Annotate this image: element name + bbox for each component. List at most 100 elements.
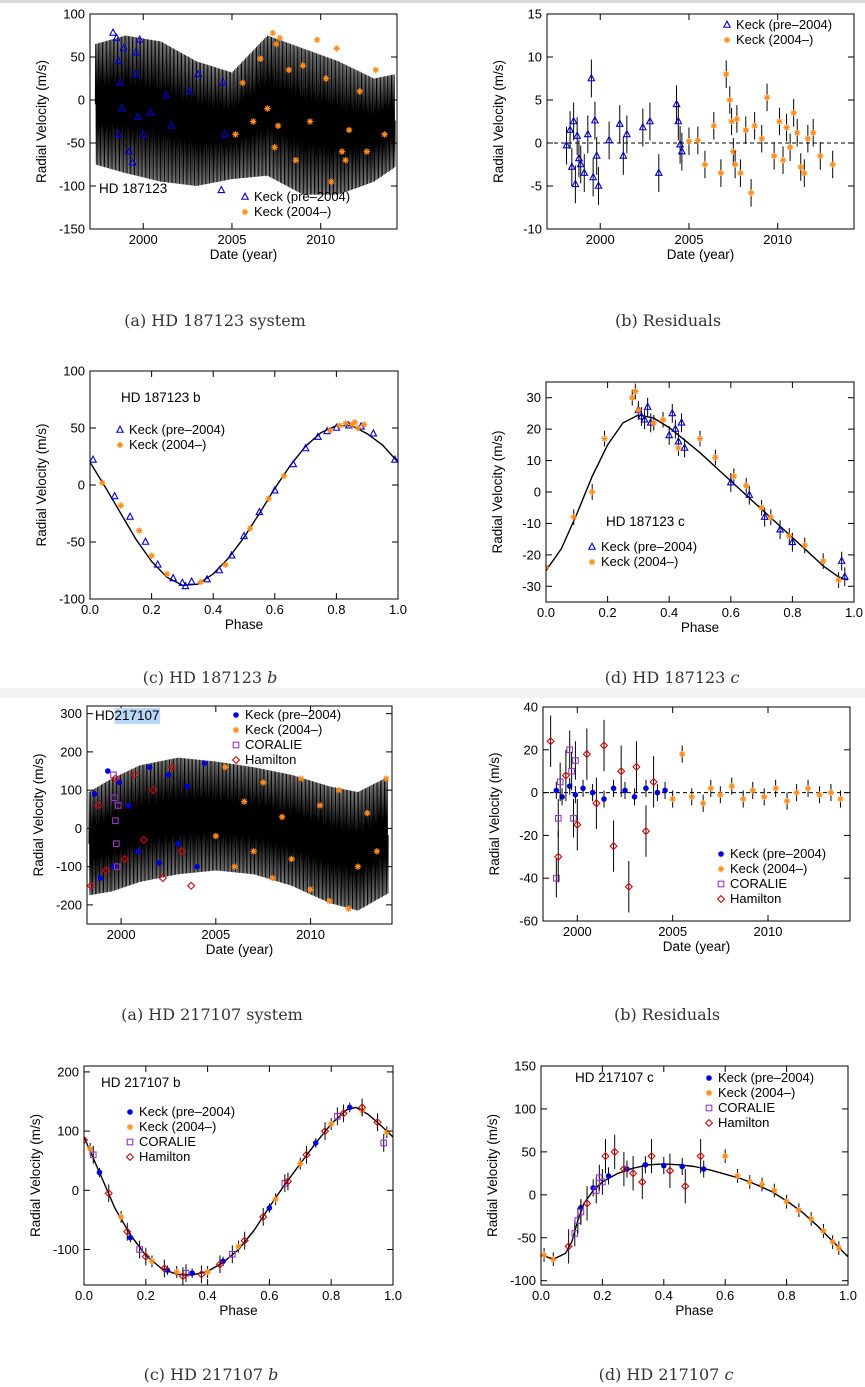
y-tick-label: -40 — [519, 871, 538, 886]
legend-label: Keck (2004–) — [730, 861, 807, 876]
legend-marker — [587, 542, 597, 550]
model-curve — [94, 35, 396, 195]
data-point — [659, 416, 667, 423]
data-point — [89, 1151, 97, 1159]
legend-label: CORALIE — [730, 876, 787, 891]
chart-hd217107-b-phase: 0.0 0.2 0.4 0.6 0.8 1.0 -100 0 100 200 Phase Radial… — [28, 1064, 402, 1318]
legend-marker — [241, 208, 249, 216]
data-point — [114, 56, 123, 65]
x-tick-label: 0.0 — [75, 1288, 93, 1303]
chart-label: HD 187123 — [99, 181, 167, 196]
data-point — [835, 1244, 842, 1252]
data-point — [116, 77, 125, 86]
chart-label: HD 217107 b — [101, 1075, 181, 1090]
legend-label: Hamilton — [139, 1149, 190, 1164]
data-point — [760, 793, 768, 801]
y-tick-label: -100 — [53, 1242, 79, 1257]
data-point — [580, 785, 586, 792]
data-point — [604, 135, 614, 144]
data-point — [117, 103, 127, 112]
data-point — [746, 1178, 753, 1186]
data-point — [139, 129, 148, 138]
data-point — [610, 785, 617, 792]
x-tick-label: 0.8 — [327, 602, 345, 617]
data-point — [675, 444, 682, 452]
data-point — [642, 1161, 649, 1168]
data-point — [665, 1166, 675, 1175]
data-point — [645, 116, 655, 125]
data-point — [130, 770, 139, 780]
y-tick-label: -100 — [59, 592, 85, 607]
data-point — [265, 495, 272, 502]
data-point — [583, 129, 592, 138]
data-point — [820, 1227, 827, 1235]
data-point — [681, 1182, 690, 1191]
data-point — [541, 1251, 548, 1259]
legend-marker — [706, 1075, 712, 1081]
data-point — [564, 1242, 573, 1251]
data-point — [160, 1264, 169, 1273]
data-point — [590, 115, 600, 124]
y-tick-label: -20 — [522, 547, 541, 562]
x-tick-label: 2010 — [754, 924, 783, 939]
y-tick-label: 100 — [63, 364, 85, 379]
data-point — [734, 1172, 741, 1180]
y-tick-label: 20 — [527, 422, 541, 437]
y-tick-label: -150 — [59, 222, 85, 237]
data-point — [631, 794, 638, 800]
y-tick-label: 100 — [514, 1101, 536, 1116]
x-tick-label: 2005 — [218, 232, 247, 247]
x-axis-label: Date (year) — [210, 247, 278, 262]
series-diamond — [546, 715, 658, 913]
data-point — [328, 178, 335, 185]
data-point — [390, 454, 398, 463]
data-point — [345, 905, 352, 912]
data-point — [297, 775, 305, 782]
data-point — [313, 432, 323, 440]
data-point — [356, 88, 363, 95]
data-point — [346, 1104, 353, 1111]
data-point — [569, 116, 578, 125]
data-point — [740, 795, 747, 803]
data-point — [266, 1205, 273, 1211]
legend-label: Keck (pre–2004) — [736, 17, 832, 32]
series-tri — [90, 420, 398, 590]
plot-area — [87, 757, 390, 912]
x-axis-label: Phase — [675, 1303, 713, 1318]
y-tick-label: -5 — [530, 179, 542, 194]
legend-label: Keck (2004–) — [254, 204, 331, 219]
legend-label: Keck (pre–2004) — [730, 846, 826, 861]
data-point — [136, 1246, 143, 1253]
data-point — [111, 774, 120, 783]
y-tick-label: 0 — [75, 821, 82, 836]
legend-label: Keck (pre–2004) — [601, 539, 697, 554]
data-point — [617, 767, 626, 776]
data-point — [283, 1177, 293, 1186]
x-tick-label: 2005 — [201, 927, 230, 942]
data-point — [239, 531, 249, 540]
data-point — [177, 847, 186, 856]
data-point — [665, 430, 674, 439]
data-point — [629, 394, 636, 401]
data-point — [622, 129, 631, 138]
data-point — [615, 119, 624, 127]
data-point — [148, 552, 155, 559]
data-point — [751, 122, 758, 129]
legend-label: Keck (2004–) — [718, 1085, 795, 1100]
data-point — [146, 107, 155, 116]
data-point — [786, 144, 794, 151]
series-star — [99, 419, 368, 586]
data-point — [120, 854, 130, 864]
data-point — [570, 814, 577, 822]
legend-marker — [116, 441, 124, 449]
data-point — [354, 863, 362, 870]
y-tick-label: -100 — [56, 859, 82, 874]
legend-marker — [716, 894, 726, 904]
data-point — [184, 783, 191, 790]
data-point — [722, 1152, 729, 1160]
data-point — [178, 1271, 188, 1281]
data-point — [156, 860, 162, 866]
data-point — [730, 148, 737, 155]
data-point — [117, 1213, 125, 1221]
data-point — [677, 417, 686, 426]
